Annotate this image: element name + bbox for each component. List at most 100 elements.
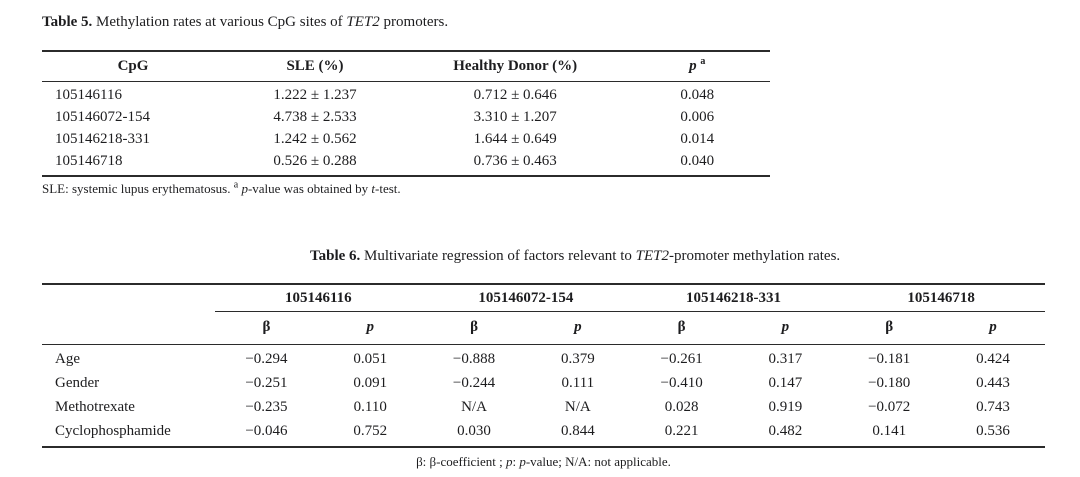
table6-subheader-p: p	[941, 311, 1045, 345]
table6-cell: 0.752	[353, 423, 388, 439]
table6-subheader-p: p	[733, 311, 838, 345]
table5-cell-p: 0.014	[680, 131, 715, 147]
table6-cell: −0.294	[245, 351, 288, 367]
table6-group-105146718: 105146718	[837, 284, 1045, 312]
table6-cell: 0.379	[560, 351, 595, 367]
table6-cell: 0.147	[768, 375, 803, 391]
table6-corner-cell	[42, 284, 215, 312]
table6-cell: 0.221	[664, 423, 699, 439]
table6-caption-gene-italic: TET2	[635, 248, 669, 264]
table6-row-label: Cyclophosphamide	[55, 423, 171, 439]
table6-caption-text-post: -promoter methylation rates.	[668, 248, 841, 264]
table6-group-105146072-154: 105146072-154	[422, 284, 630, 312]
table5-caption-text-pre: Methylation rates at various CpG sites o…	[92, 14, 347, 30]
table5-footnote-lead: SLE: systemic lupus erythematosus.	[42, 181, 234, 196]
table5-cell-cpg: 105146218-331	[55, 131, 150, 147]
table6-footnote-p1-italic: p	[505, 454, 513, 469]
table6-cell: −0.235	[245, 399, 288, 415]
table6-group-header-row: 105146116 105146072-154 105146218-331 10…	[42, 284, 1045, 312]
table-row: 105146218-331 1.242 ± 0.562 1.644 ± 0.64…	[42, 129, 770, 151]
table6-group-105146218-331: 105146218-331	[629, 284, 838, 312]
table5-cell-p: 0.048	[680, 87, 715, 103]
table6-cell: N/A	[564, 399, 591, 415]
table6-section: Table 6. Multivariate regression of fact…	[0, 247, 1080, 470]
table6-row-label: Gender	[55, 375, 100, 391]
table6-cell: −0.251	[245, 375, 288, 391]
table5-cell-healthy: 0.712 ± 0.646	[473, 87, 557, 103]
table6-footnote-end: -value; N/A: not applicable.	[525, 454, 671, 469]
table6-cell: 0.051	[353, 351, 388, 367]
table6-cell: 0.536	[976, 423, 1010, 439]
table6-cell: −0.261	[660, 351, 703, 367]
table6-cell: 0.110	[353, 399, 387, 415]
table6-cell: 0.482	[768, 423, 803, 439]
table5-cell-healthy: 3.310 ± 1.207	[473, 109, 557, 125]
table6-row-label: Methotrexate	[55, 399, 135, 415]
table6-cell: 0.443	[976, 375, 1010, 391]
table6-footnote-mid: :	[512, 454, 520, 469]
table5-cell-sle: 1.222 ± 1.237	[273, 87, 357, 103]
table5-header-cpg: CpG	[42, 51, 224, 82]
table-row: 105146072-154 4.738 ± 2.533 3.310 ± 1.20…	[42, 107, 770, 129]
table6-cell: −0.410	[660, 375, 703, 391]
table6-row-label: Age	[55, 351, 80, 367]
table5-cell-healthy: 1.644 ± 0.649	[473, 131, 557, 147]
table5-caption-gene-italic: TET2	[346, 14, 380, 30]
table6-cell: 0.317	[768, 351, 803, 367]
table6-caption-text-pre: Multivariate regression of factors relev…	[360, 248, 636, 264]
table-row: Gender −0.251 0.091 −0.244 0.111 −0.410 …	[42, 372, 1045, 396]
table5-caption: Table 5. Methylation rates at various Cp…	[42, 13, 1080, 32]
table-row: Age −0.294 0.051 −0.888 0.379 −0.261 0.3…	[42, 345, 1045, 372]
table5-cell-p: 0.040	[680, 153, 715, 169]
table5-cell-sle: 0.526 ± 0.288	[273, 153, 357, 169]
table6-caption-label: Table 6.	[310, 248, 361, 264]
table5-header-healthy-donor: Healthy Donor (%)	[406, 51, 625, 82]
table6-caption: Table 6. Multivariate regression of fact…	[310, 247, 1080, 266]
table5-section: Table 5. Methylation rates at various Cp…	[0, 13, 1080, 197]
table5-header-p-italic: p	[689, 58, 697, 74]
table5-cell-healthy: 0.736 ± 0.463	[473, 153, 557, 169]
table5-footnote-p-italic: p	[241, 181, 248, 196]
table5-cell-cpg: 105146718	[55, 153, 123, 169]
table6-subheader-beta: β	[422, 311, 526, 345]
table5-cell-sle: 1.242 ± 0.562	[273, 131, 357, 147]
table5-cell-cpg: 105146072-154	[55, 109, 150, 125]
table-row: 105146718 0.526 ± 0.288 0.736 ± 0.463 0.…	[42, 151, 770, 177]
table5-header-pvalue: p a	[624, 51, 770, 82]
table6-cell: N/A	[461, 399, 487, 415]
table6-subheader-p: p	[525, 311, 630, 345]
table-row: Cyclophosphamide −0.046 0.752 0.030 0.84…	[42, 420, 1045, 448]
table6-subheader-empty	[42, 311, 215, 345]
table5-header-row: CpG SLE (%) Healthy Donor (%) p a	[42, 51, 770, 82]
table5-cell-cpg: 105146116	[55, 87, 122, 103]
table5-footnote-mid: -value was obtained by	[247, 181, 372, 196]
table5-footnote-end: -test.	[375, 181, 401, 196]
table6-cell: −0.072	[868, 399, 911, 415]
table5-footnote-t-italic: t	[371, 181, 376, 196]
table6-cell: 0.424	[976, 351, 1010, 367]
table6-cell: −0.046	[245, 423, 288, 439]
table6-subheader-p: p	[318, 311, 423, 345]
table6-footnote: β: β-coefficient ; p: p-value; N/A: not …	[42, 454, 1045, 470]
table6-cell: 0.844	[560, 423, 595, 439]
table5-header-p-superscript: a	[700, 56, 706, 67]
table5-header-sle: SLE (%)	[224, 51, 406, 82]
table-row: Methotrexate −0.235 0.110 N/A N/A 0.028 …	[42, 396, 1045, 420]
table5-cell-p: 0.006	[680, 109, 715, 125]
table5-caption-text-post: promoters.	[379, 14, 449, 30]
table6-subheader-beta: β	[837, 311, 942, 345]
table6-cell: 0.028	[664, 399, 699, 415]
table6-cell: 0.091	[353, 375, 388, 391]
table5: CpG SLE (%) Healthy Donor (%) p a 105146…	[42, 50, 770, 177]
table6-footnote-beta: β: β-coefficient ;	[416, 454, 506, 469]
table6-cell: −0.244	[452, 375, 496, 391]
table6: 105146116 105146072-154 105146218-331 10…	[42, 283, 1045, 448]
table6-cell: −0.180	[868, 375, 911, 391]
table6-cell: −0.181	[868, 351, 911, 367]
table6-cell: 0.141	[872, 423, 907, 439]
table6-subheader-row: β p β p β p β p	[42, 311, 1045, 345]
table6-cell: 0.111	[561, 375, 595, 391]
table6-footnote-p2-italic: p	[519, 454, 526, 469]
table6-subheader-beta: β	[629, 311, 734, 345]
